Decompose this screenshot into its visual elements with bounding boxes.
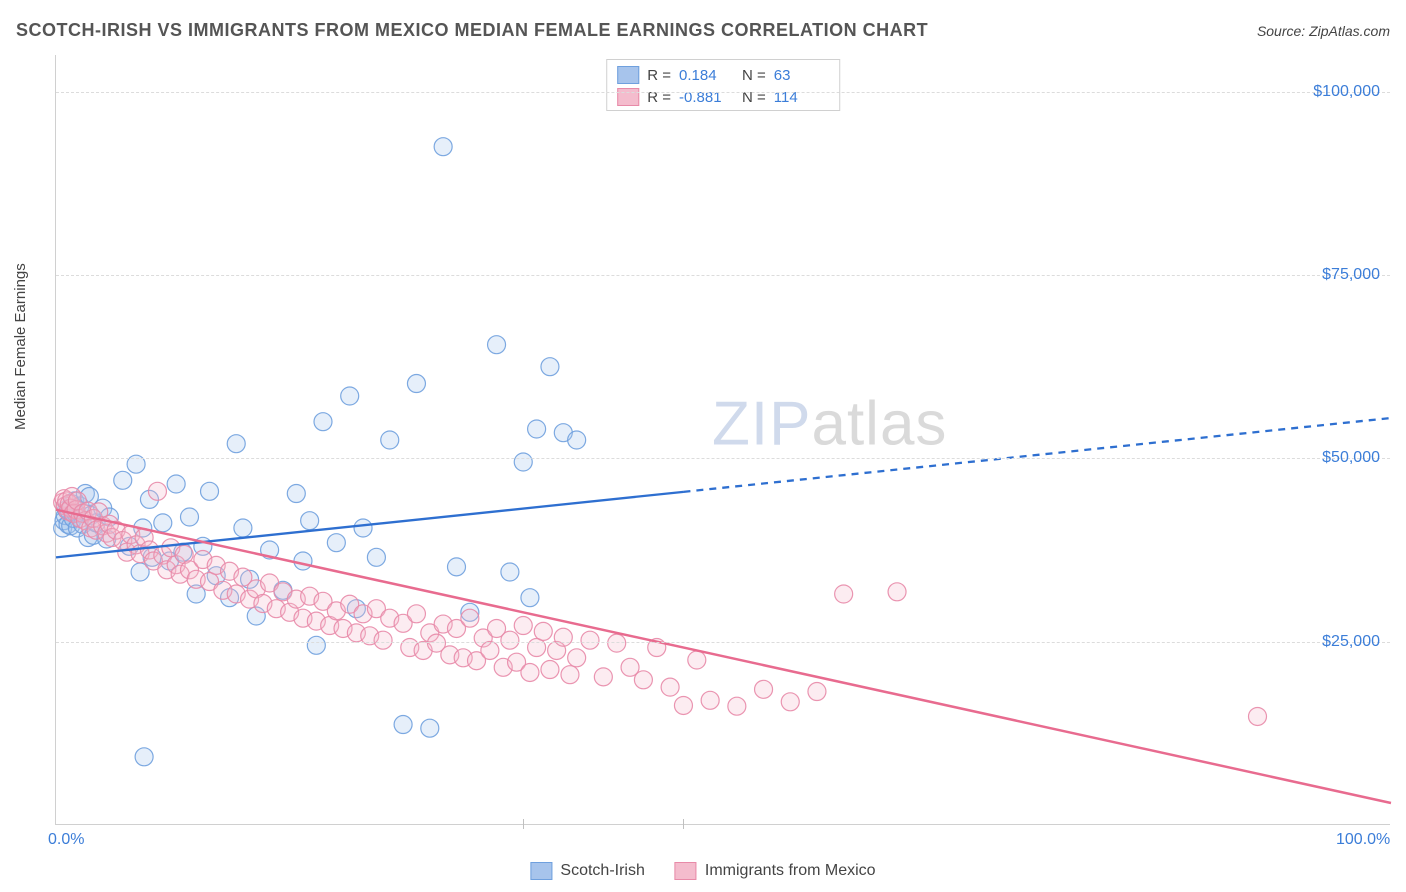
scatter-point (541, 358, 559, 376)
scatter-point (808, 683, 826, 701)
scatter-point (608, 634, 626, 652)
scatter-point (148, 482, 166, 500)
scatter-point (728, 697, 746, 715)
x-tick-label: 0.0% (48, 831, 84, 849)
scatter-point (421, 719, 439, 737)
scatter-point (135, 748, 153, 766)
legend-swatch (675, 862, 697, 880)
scatter-point (234, 519, 252, 537)
scatter-point (835, 585, 853, 603)
chart-plot-area: ZIPatlas R =0.184N =63R =-0.881N =114 $2… (55, 55, 1390, 825)
scatter-point (294, 552, 312, 570)
regression-line-solid (56, 510, 1391, 803)
scatter-point (888, 583, 906, 601)
stats-legend-row: R = 0.184 N = 63 (617, 64, 829, 86)
scatter-point (167, 475, 185, 493)
chart-source: Source: ZipAtlas.com (1257, 23, 1390, 39)
scatter-point (688, 651, 706, 669)
scatter-point (301, 512, 319, 530)
series-label: Scotch-Irish (560, 862, 644, 880)
series-legend: Scotch-Irish Immigrants from Mexico (530, 862, 875, 880)
stats-legend: R = 0.184 N = 63 R =-0.881N =114 (606, 59, 840, 111)
scatter-point (227, 435, 245, 453)
stats-legend-row: R =-0.881N =114 (617, 86, 829, 108)
scatter-point (394, 716, 412, 734)
scatter-point (534, 622, 552, 640)
series-legend-item: Immigrants from Mexico (675, 862, 876, 880)
series-legend-item: Scotch-Irish (530, 862, 644, 880)
scatter-point (514, 453, 532, 471)
scatter-point (381, 431, 399, 449)
scatter-point (1249, 707, 1267, 725)
scatter-point (581, 631, 599, 649)
scatter-point (781, 693, 799, 711)
scatter-point (327, 534, 345, 552)
scatter-point (341, 387, 359, 405)
scatter-point (521, 663, 539, 681)
y-tick-label: $50,000 (1322, 449, 1380, 467)
gridline (56, 458, 1390, 459)
scatter-point (701, 691, 719, 709)
scatter-point (568, 431, 586, 449)
y-axis-label: Median Female Earnings (12, 263, 29, 430)
scatter-point (287, 485, 305, 503)
scatter-point (181, 508, 199, 526)
gridline (56, 642, 1390, 643)
legend-n-label: N = (742, 67, 766, 84)
scatter-point (634, 671, 652, 689)
scatter-point (661, 678, 679, 696)
scatter-point (201, 482, 219, 500)
x-tick-label: 100.0% (1336, 831, 1390, 849)
legend-r-value: 0.184 (679, 67, 734, 84)
scatter-point (514, 617, 532, 635)
series-label: Immigrants from Mexico (705, 862, 876, 880)
chart-header: SCOTCH-IRISH VS IMMIGRANTS FROM MEXICO M… (16, 20, 1390, 41)
x-tick-mark (523, 819, 524, 829)
scatter-point (488, 336, 506, 354)
scatter-point (528, 420, 546, 438)
scatter-point (367, 548, 385, 566)
scatter-point (481, 641, 499, 659)
gridline (56, 275, 1390, 276)
scatter-point (374, 631, 392, 649)
gridline (56, 92, 1390, 93)
scatter-point (407, 605, 425, 623)
scatter-point (674, 696, 692, 714)
y-tick-label: $25,000 (1322, 633, 1380, 651)
regression-line-dashed (683, 418, 1391, 492)
scatter-point (521, 589, 539, 607)
scatter-point (114, 471, 132, 489)
scatter-point (541, 661, 559, 679)
scatter-point (561, 666, 579, 684)
scatter-point (434, 138, 452, 156)
scatter-point (568, 649, 586, 667)
legend-r-label: R = (647, 67, 671, 84)
x-tick-mark (683, 819, 684, 829)
scatter-point (755, 680, 773, 698)
scatter-point (461, 609, 479, 627)
chart-svg (56, 55, 1390, 824)
y-tick-label: $75,000 (1322, 266, 1380, 284)
legend-swatch (617, 66, 639, 84)
scatter-point (354, 519, 372, 537)
scatter-point (154, 514, 172, 532)
scatter-point (407, 375, 425, 393)
chart-title: SCOTCH-IRISH VS IMMIGRANTS FROM MEXICO M… (16, 20, 928, 41)
scatter-point (501, 631, 519, 649)
scatter-point (501, 563, 519, 581)
scatter-point (448, 558, 466, 576)
scatter-point (314, 413, 332, 431)
scatter-point (554, 628, 572, 646)
scatter-point (594, 668, 612, 686)
y-tick-label: $100,000 (1313, 83, 1380, 101)
scatter-point (307, 636, 325, 654)
legend-swatch (530, 862, 552, 880)
legend-n-value: 63 (774, 67, 829, 84)
